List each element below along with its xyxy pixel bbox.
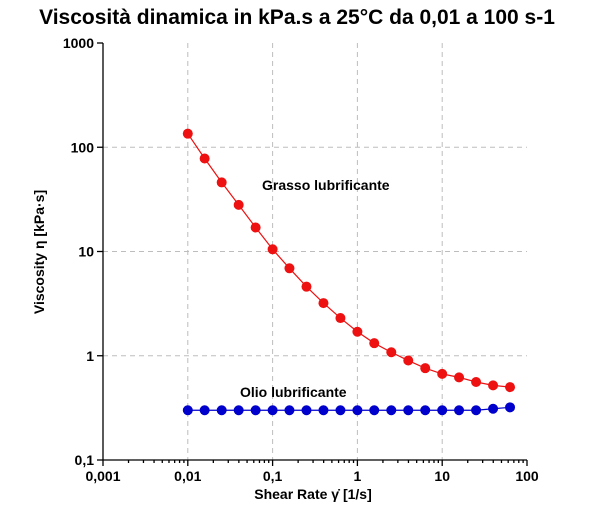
axes [97, 42, 528, 466]
y-axis-label: Viscosity η [kPa·s] [31, 190, 47, 314]
data-point [403, 405, 414, 416]
data-point [267, 405, 278, 416]
data-point [335, 313, 346, 324]
data-point [386, 347, 397, 358]
data-point [352, 405, 363, 416]
y-tick-label: 100 [71, 139, 95, 155]
data-series [182, 128, 516, 416]
y-tick-label: 1 [86, 348, 94, 364]
data-point [471, 405, 482, 416]
data-point [301, 405, 312, 416]
data-point [216, 405, 227, 416]
x-tick-label: 1 [354, 468, 362, 484]
data-point [403, 355, 414, 366]
data-point [335, 405, 346, 416]
series-1 [182, 402, 516, 416]
data-point [318, 405, 329, 416]
data-point [437, 368, 448, 379]
data-point [199, 153, 210, 164]
chart-title: Viscosità dinamica in kPa.s a 25°C da 0,… [39, 6, 555, 29]
x-tick-label: 10 [434, 468, 450, 484]
data-point [369, 338, 380, 349]
series-0 [182, 128, 516, 393]
x-tick-label: 0,1 [263, 468, 283, 484]
y-tick-label: 0,1 [75, 452, 95, 468]
data-point [284, 405, 295, 416]
series-label-grasso: Grasso lubrificante [262, 177, 390, 193]
data-point [437, 405, 448, 416]
data-point [267, 244, 278, 255]
data-point [301, 281, 312, 292]
data-point [233, 405, 244, 416]
data-point [216, 177, 227, 188]
data-point [199, 405, 210, 416]
x-tick-label: 0,001 [85, 468, 120, 484]
data-point [505, 402, 516, 413]
data-point [250, 405, 261, 416]
data-point [182, 128, 193, 139]
data-point [420, 363, 431, 374]
y-tick-label: 1000 [63, 35, 94, 51]
series-label-olio: Olio lubrificante [240, 384, 347, 400]
data-point [233, 199, 244, 210]
x-axis-label: Shear Rate γ̇ [1/s] [254, 486, 372, 502]
series-line [187, 133, 511, 388]
y-tick-label: 10 [78, 244, 94, 260]
data-point [369, 405, 380, 416]
data-point [488, 380, 499, 391]
data-point [471, 377, 482, 388]
data-point [318, 298, 329, 309]
data-point [250, 222, 261, 233]
data-point [420, 405, 431, 416]
data-point [386, 405, 397, 416]
data-point [454, 372, 465, 383]
tick-labels: 0,001 0,01 0,1 1 10 100 0,1 1 10 100 1000 [63, 35, 539, 484]
data-point [182, 405, 193, 416]
data-point [352, 326, 363, 337]
data-point [454, 405, 465, 416]
data-point [284, 263, 295, 274]
x-tick-label: 100 [515, 468, 539, 484]
x-tick-label: 0,01 [174, 468, 201, 484]
data-point [505, 382, 516, 393]
data-point [488, 403, 499, 414]
